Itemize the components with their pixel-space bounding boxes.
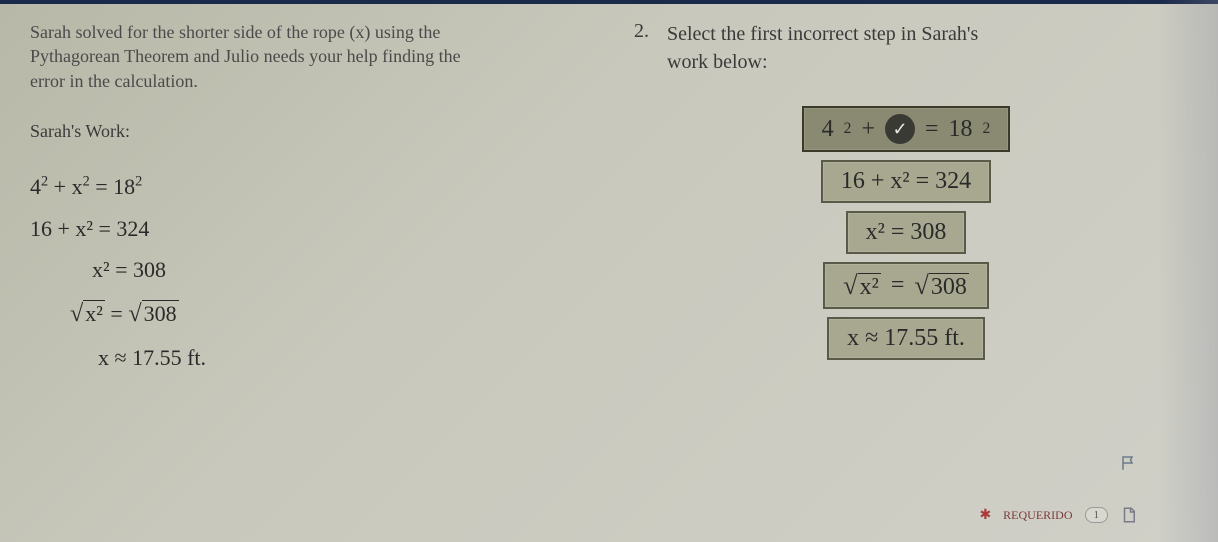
opt4-l-inner: x² <box>858 273 881 300</box>
note-icon[interactable] <box>1120 506 1138 524</box>
top-accent-bar <box>0 0 1218 4</box>
sqrt-rhs: 308 <box>128 291 178 337</box>
count-pill: 1 <box>1085 507 1109 523</box>
intro-line-2: Pythagorean Theorem and Julio needs your… <box>30 46 461 66</box>
option-step-2[interactable]: 16 + x² = 324 <box>821 160 991 203</box>
prompt-line-1: Select the first incorrect step in Sarah… <box>667 23 978 45</box>
answer-options: 42 + ✓ = 182 16 + x² = 324 x² = 308 x² =… <box>634 106 1178 360</box>
work-step-2: 16 + x² = 324 <box>30 208 574 250</box>
opt4-sqrt-r: 308 <box>914 270 968 301</box>
sqrt-rhs-inner: 308 <box>142 300 179 326</box>
footer-bar: ✱ REQUERIDO 1 <box>979 506 1138 524</box>
eq1-b: x <box>72 174 83 199</box>
sqrt-lhs: x² <box>70 291 105 337</box>
required-star-icon: ✱ <box>979 507 991 524</box>
opt4-sqrt-l: x² <box>843 270 881 301</box>
eq1-a: 4 <box>30 174 41 199</box>
option-step-4[interactable]: x² = 308 <box>823 262 989 309</box>
opt1-rhs-sup: 2 <box>983 120 991 138</box>
worksheet-page: Sarah solved for the shorter side of the… <box>0 0 1218 542</box>
eq4-eq: = <box>105 301 128 326</box>
left-column: Sarah solved for the shorter side of the… <box>30 20 604 522</box>
opt1-plus: + <box>861 116 875 143</box>
question-text: Select the first incorrect step in Sarah… <box>667 20 978 76</box>
required-label: REQUERIDO <box>1003 508 1072 523</box>
right-column: 2. Select the first incorrect step in Sa… <box>604 20 1178 522</box>
opt4-eq: = <box>891 272 905 299</box>
work-step-4: x² = 308 <box>30 291 574 337</box>
flag-icon[interactable] <box>1120 454 1138 472</box>
eq1-rhs: 18 <box>113 174 135 199</box>
intro-line-1: Sarah solved for the shorter side of the… <box>30 22 440 42</box>
work-step-3: x² = 308 <box>30 249 574 291</box>
opt1-a-sup: 2 <box>844 120 852 138</box>
eq1-plus: + <box>48 174 71 199</box>
problem-intro: Sarah solved for the shorter side of the… <box>30 20 574 93</box>
check-icon: ✓ <box>885 114 915 144</box>
prompt-line-2: work below: <box>667 51 768 73</box>
option-step-5[interactable]: x ≈ 17.55 ft. <box>827 317 985 360</box>
opt1-eq: = <box>925 116 939 143</box>
work-step-1: 42 + x2 = 182 <box>30 166 574 208</box>
eq1-b-sup: 2 <box>83 174 90 190</box>
option-step-1[interactable]: 42 + ✓ = 182 <box>802 106 1011 152</box>
work-title: Sarah's Work: <box>30 121 574 142</box>
option-step-3[interactable]: x² = 308 <box>846 211 967 254</box>
work-steps: 42 + x2 = 182 16 + x² = 324 x² = 308 x² … <box>30 166 574 379</box>
sqrt-lhs-inner: x² <box>83 300 105 326</box>
opt4-r-inner: 308 <box>929 273 969 300</box>
question-number: 2. <box>634 20 649 76</box>
question-prompt: 2. Select the first incorrect step in Sa… <box>634 20 1178 76</box>
eq1-eq: = <box>90 174 113 199</box>
opt1-rhs: 18 <box>949 116 973 143</box>
opt1-a: 4 <box>822 116 834 143</box>
eq1-rhs-sup: 2 <box>135 174 142 190</box>
work-step-5: x ≈ 17.55 ft. <box>30 337 574 379</box>
page-shadow-right <box>1158 0 1218 542</box>
intro-line-3: error in the calculation. <box>30 71 198 91</box>
